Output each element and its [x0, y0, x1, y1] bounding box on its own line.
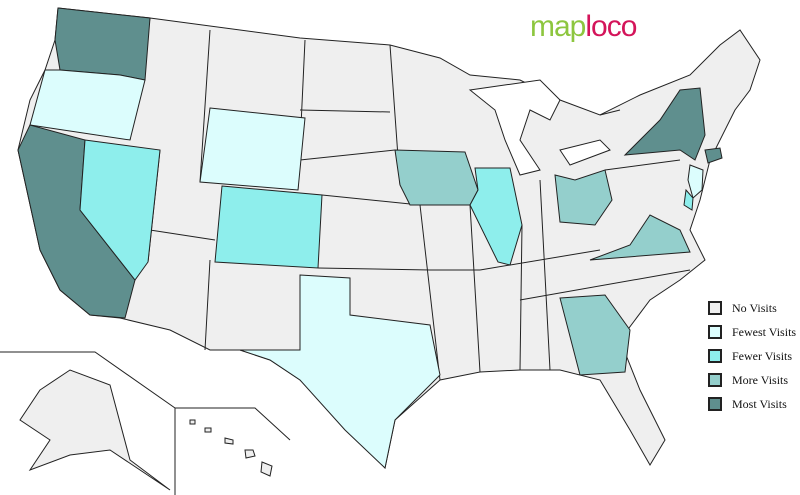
legend-item-no-visits: No Visits	[708, 296, 796, 320]
legend-item-most-visits: Most Visits	[708, 392, 796, 416]
state-iowa[interactable]	[394, 149, 479, 206]
legend-swatch	[708, 301, 722, 315]
state-texas[interactable]	[239, 274, 441, 469]
state-ohio[interactable]	[554, 169, 613, 226]
map-legend: No Visits Fewest Visits Fewer Visits Mor…	[708, 296, 796, 416]
state-colorado[interactable]	[214, 185, 323, 269]
state-delaware[interactable]	[683, 188, 694, 211]
state-alaska	[19, 369, 171, 491]
legend-swatch	[708, 373, 722, 387]
maploco-logo: maploco	[530, 10, 637, 43]
state-new-york[interactable]	[623, 87, 706, 161]
legend-item-more-visits: More Visits	[708, 368, 796, 392]
state-new-jersey[interactable]	[687, 164, 704, 199]
legend-swatch	[708, 325, 722, 339]
state-hawaii	[189, 419, 273, 477]
legend-item-fewer-visits: Fewer Visits	[708, 344, 796, 368]
legend-swatch	[708, 349, 722, 363]
state-connecticut[interactable]	[704, 147, 723, 164]
state-nevada[interactable]	[79, 139, 161, 281]
state-illinois[interactable]	[469, 167, 523, 266]
state-washington[interactable]	[54, 7, 151, 81]
state-virginia[interactable]	[589, 214, 691, 261]
great-lakes	[468, 79, 611, 176]
legend-swatch	[708, 397, 722, 411]
inset-dividers	[0, 351, 291, 495]
legend-item-fewest-visits: Fewest Visits	[708, 320, 796, 344]
state-georgia[interactable]	[559, 294, 631, 376]
state-wyoming[interactable]	[199, 107, 306, 191]
